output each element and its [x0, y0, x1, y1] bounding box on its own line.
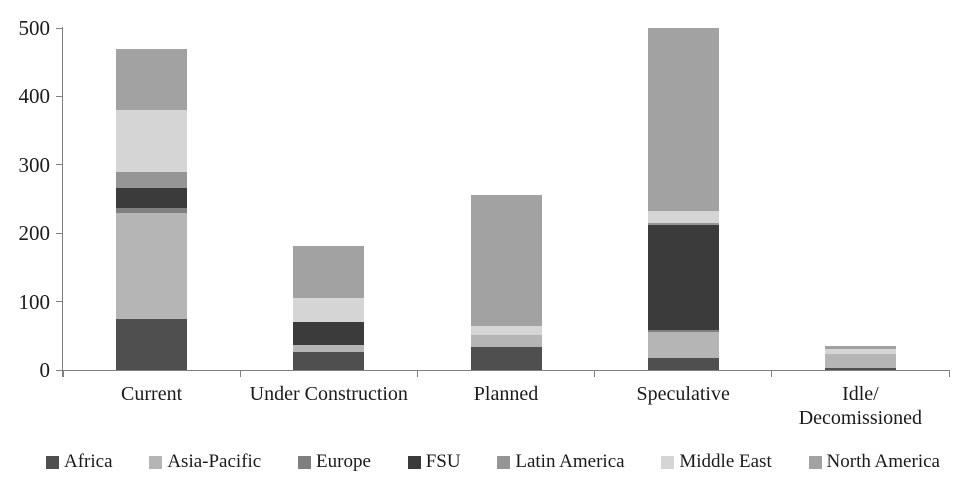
legend-swatch-north-america	[808, 455, 822, 469]
y-axis-tick	[56, 164, 63, 166]
bar-segment-current-europe	[116, 207, 188, 213]
bar-segment-idle-decomissioned-north-america	[824, 346, 896, 350]
legend-item-africa: Africa	[46, 451, 113, 473]
legend-label-middle-east: Middle East	[679, 451, 772, 472]
bar-segment-under-construction-north-america	[293, 245, 365, 299]
x-category-label-idle-decomissioned: Idle/ Decomissioned	[798, 383, 923, 429]
y-axis-tick-label: 300	[18, 152, 51, 177]
legend-swatch-middle-east	[661, 455, 675, 469]
bar-segment-speculative-middle-east	[647, 211, 719, 223]
bar-segment-idle-decomissioned-asia-pacific	[824, 353, 896, 368]
x-axis-tick	[239, 370, 241, 377]
legend-item-asia-pacific: Asia-Pacific	[149, 451, 261, 473]
legend-item-fsu: FSU	[407, 451, 461, 473]
bar-segment-current-fsu	[116, 188, 188, 208]
legend-item-middle-east: Middle East	[661, 451, 772, 473]
legend-label-europe: Europe	[316, 451, 371, 472]
bar-segment-current-latin-america	[116, 172, 188, 189]
bar-segment-under-construction-fsu	[293, 322, 365, 345]
bar-segment-idle-decomissioned-africa	[824, 367, 896, 370]
y-axis-tick	[56, 27, 63, 29]
legend-swatch-europe	[298, 455, 312, 469]
bar-segment-speculative-north-america	[647, 28, 719, 212]
bar-segment-speculative-africa	[647, 357, 719, 370]
x-category-label-current: Current	[121, 383, 183, 405]
legend-label-north-america: North America	[826, 451, 940, 472]
bar-segment-planned-asia-pacific	[470, 335, 542, 348]
legend-swatch-fsu	[407, 455, 421, 469]
x-axis-tick	[416, 370, 418, 377]
bar-segment-speculative-fsu	[647, 224, 719, 330]
bar-segment-under-construction-asia-pacific	[293, 344, 365, 353]
legend-item-north-america: North America	[808, 451, 940, 473]
legend-swatch-latin-america	[497, 455, 511, 469]
y-axis-tick	[56, 95, 63, 97]
y-axis-tick	[56, 301, 63, 303]
legend-label-africa: Africa	[64, 451, 113, 472]
y-axis-line	[62, 27, 63, 377]
legend-swatch-asia-pacific	[149, 455, 163, 469]
bar-segment-speculative-europe	[647, 329, 719, 333]
bar-segment-under-construction-middle-east	[293, 298, 365, 323]
legend-label-latin-america: Latin America	[515, 451, 625, 472]
bar-segment-speculative-latin-america	[647, 222, 719, 225]
legend-swatch-africa	[46, 455, 59, 469]
x-category-label-planned: Planned	[473, 383, 539, 405]
bar-segment-speculative-asia-pacific	[647, 332, 719, 358]
bar-segment-planned-africa	[470, 347, 542, 370]
x-axis-line	[56, 370, 949, 371]
bar-segment-current-asia-pacific	[116, 212, 188, 319]
x-axis-tick	[771, 370, 773, 377]
bar-segment-current-middle-east	[116, 110, 188, 173]
y-axis-tick-label: 100	[18, 289, 51, 314]
legend-item-latin-america: Latin America	[497, 451, 625, 473]
bar-segment-under-construction-africa	[293, 352, 365, 370]
y-axis-tick-label: 200	[18, 221, 51, 246]
y-axis-tick-label: 400	[18, 84, 51, 109]
bar-segment-current-africa	[116, 318, 188, 370]
legend-item-europe: Europe	[298, 451, 371, 473]
y-axis-tick	[56, 232, 63, 234]
legend: Africa Asia-Pacific Europe FSU Latin America…	[46, 451, 940, 473]
x-category-label-under-construction: Under Construction	[249, 383, 408, 405]
y-axis-tick-label: 500	[18, 16, 51, 40]
legend-label-asia-pacific: Asia-Pacific	[167, 451, 262, 472]
x-category-label-speculative: Speculative	[636, 383, 730, 405]
y-axis-tick	[56, 369, 63, 371]
bar-segment-current-north-america	[116, 48, 188, 111]
bar-segment-planned-north-america	[470, 194, 542, 327]
x-axis-tick	[62, 370, 64, 377]
bar-segment-planned-middle-east	[470, 326, 542, 336]
legend-label-fsu: FSU	[425, 451, 461, 472]
y-axis-tick-label: 0	[39, 358, 51, 382]
bar-segment-idle-decomissioned-middle-east	[824, 349, 896, 354]
x-axis-tick	[948, 370, 950, 377]
x-axis-tick	[594, 370, 596, 377]
